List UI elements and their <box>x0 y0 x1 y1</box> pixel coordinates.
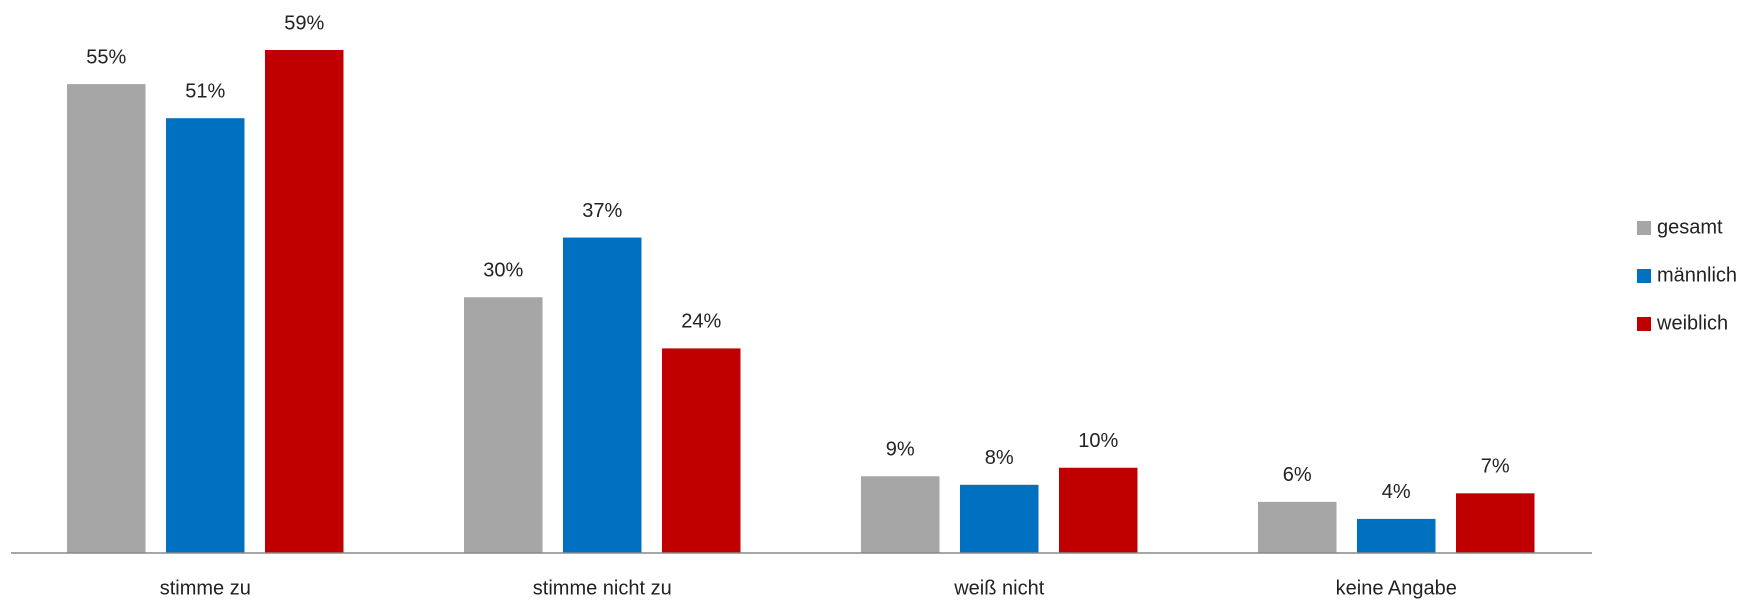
bar <box>662 348 741 553</box>
data-label: 10% <box>1078 430 1118 452</box>
legend-label: gesamt <box>1657 216 1723 238</box>
legend-swatch <box>1637 317 1651 331</box>
bar <box>960 484 1039 553</box>
x-tick-label: stimme zu <box>160 577 251 599</box>
bar <box>67 84 146 554</box>
data-label: 6% <box>1283 464 1312 486</box>
data-label: 30% <box>483 260 523 282</box>
bar <box>166 118 245 553</box>
bar <box>861 476 940 553</box>
x-tick-label: keine Angabe <box>1336 577 1457 599</box>
bar <box>1456 493 1535 553</box>
x-tick-label: weiß nicht <box>953 577 1044 599</box>
bar <box>265 50 344 553</box>
legend-label: weiblich <box>1656 312 1728 334</box>
bar <box>1258 501 1337 553</box>
bar <box>563 237 642 553</box>
data-label: 9% <box>886 439 915 461</box>
bar <box>464 297 543 553</box>
data-label: 59% <box>284 12 324 34</box>
bar <box>1059 467 1138 553</box>
x-tick-label: stimme nicht zu <box>533 577 672 599</box>
data-label: 37% <box>582 200 622 222</box>
bar <box>1357 518 1436 553</box>
legend-swatch <box>1637 269 1651 283</box>
legend-label: männlich <box>1657 264 1737 286</box>
legend-swatch <box>1637 221 1651 235</box>
data-label: 51% <box>185 80 225 102</box>
data-label: 4% <box>1382 481 1411 503</box>
data-label: 55% <box>86 46 126 68</box>
data-label: 7% <box>1481 456 1510 478</box>
data-label: 24% <box>681 311 721 333</box>
data-label: 8% <box>985 447 1014 469</box>
